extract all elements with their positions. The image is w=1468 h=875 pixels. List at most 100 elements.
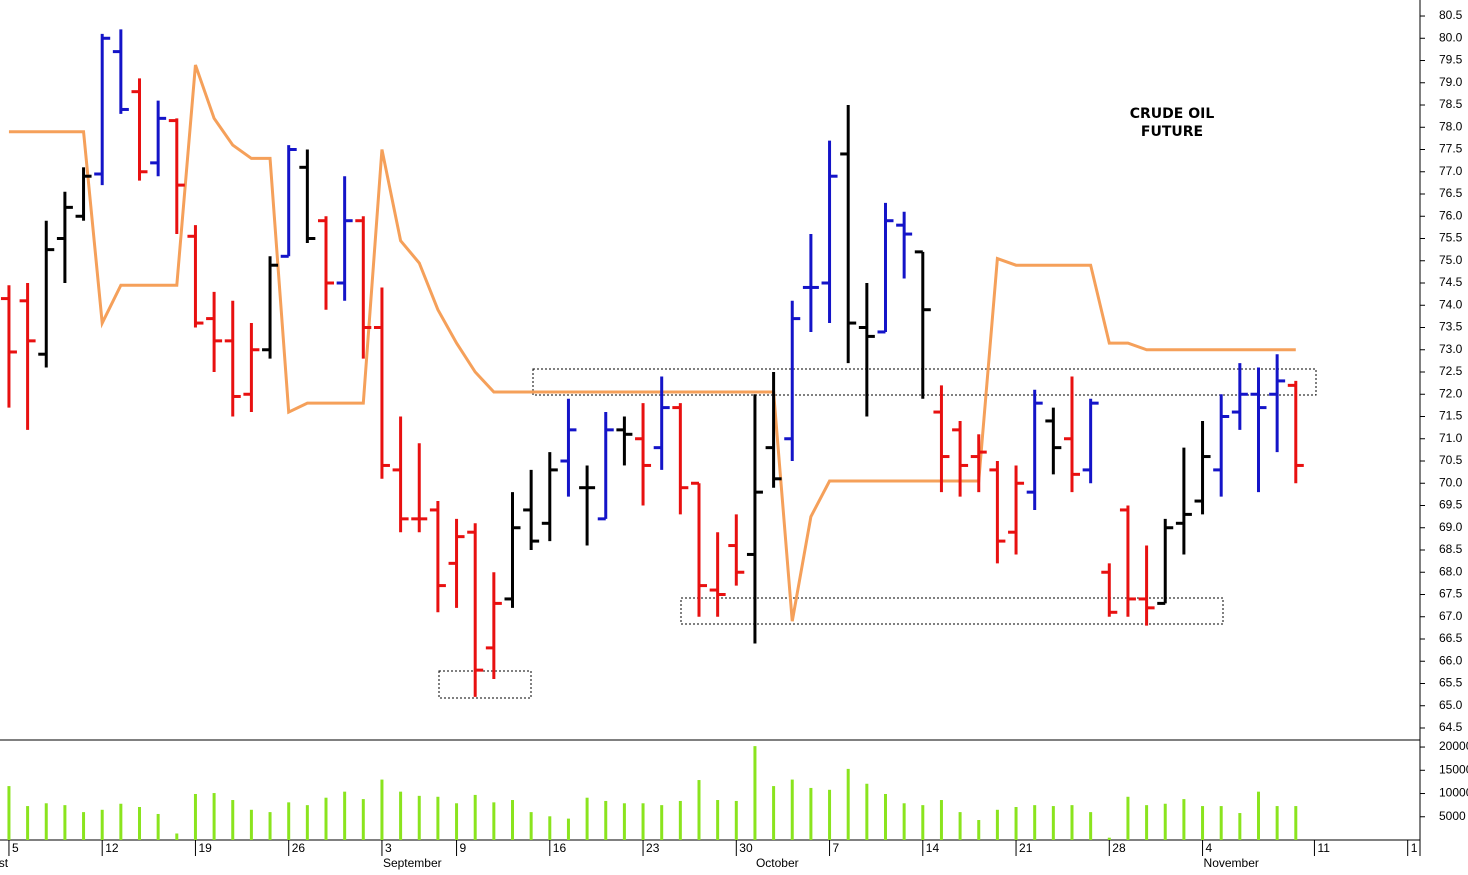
x-tick-label: 11 [1317, 841, 1330, 855]
y-tick-label: 79.0 [1439, 75, 1463, 89]
y-tick-label: 66.5 [1439, 631, 1463, 645]
low-box [438, 670, 532, 699]
volume-bar [753, 746, 757, 840]
x-tick-label: 28 [1112, 841, 1126, 855]
volume-bar [622, 803, 626, 840]
y-tick-label: 79.5 [1439, 53, 1463, 67]
y-tick-label: 65.0 [1439, 698, 1463, 712]
resistance-box [532, 368, 1317, 396]
volume-bar [641, 803, 645, 840]
volume-bar [249, 809, 253, 840]
month-label: November [1204, 856, 1259, 870]
volume-bar [1126, 796, 1130, 840]
y-tick-label: 75.0 [1439, 253, 1463, 267]
volume-bar [902, 803, 906, 840]
x-tick-label: 4 [1206, 841, 1213, 855]
volume-bar [865, 783, 869, 840]
volume-bar [436, 796, 440, 840]
x-tick-label: 19 [198, 841, 212, 855]
volume-bar [268, 812, 272, 840]
y-tick-label: 15000 [1439, 762, 1468, 776]
volume-bar [939, 800, 943, 840]
x-tick-label: 30 [739, 841, 753, 855]
volume-bar [585, 797, 589, 840]
volume-bar [1182, 799, 1186, 840]
volume-bar [1070, 805, 1074, 840]
y-tick-label: 73.0 [1439, 342, 1463, 356]
volume-bar [26, 806, 30, 840]
annotation: CRUDE OIL [1130, 106, 1215, 122]
y-tick-label: 76.0 [1439, 208, 1463, 222]
y-tick-label: 80.0 [1439, 30, 1463, 44]
volume-bar [1089, 812, 1093, 840]
indicator-line [8, 64, 1296, 622]
volume-bar [548, 816, 552, 840]
y-tick-label: 80.5 [1439, 8, 1463, 22]
volume-bar [1238, 813, 1242, 840]
volume-bar [305, 805, 309, 840]
volume-bar [1051, 806, 1055, 840]
x-tick-label: 1 [1411, 841, 1418, 855]
y-tick-label: 71.0 [1439, 431, 1463, 445]
volume-bar [604, 800, 608, 840]
volume-bar [828, 789, 832, 840]
volume-bar [1219, 806, 1223, 840]
volume-bar [455, 803, 459, 840]
volume-bar [846, 768, 850, 840]
volume-bar [44, 803, 48, 840]
y-tick-label: 70.5 [1439, 453, 1463, 467]
y-tick-label: 76.5 [1439, 186, 1463, 200]
y-tick-label: 67.5 [1439, 587, 1463, 601]
volume-bar [809, 787, 813, 840]
volume-bar [660, 805, 664, 840]
volume-bar [1256, 791, 1260, 840]
x-tick-label: 5 [12, 841, 19, 855]
month-label: October [756, 856, 799, 870]
volume-bar [1201, 806, 1205, 840]
volume-bar [883, 793, 887, 840]
volume-bar [119, 803, 123, 840]
x-tick-label: 3 [385, 841, 392, 855]
y-tick-label: 69.5 [1439, 498, 1463, 512]
volume-bar [678, 800, 682, 840]
volume-bar [790, 779, 794, 840]
x-tick-label: 9 [460, 841, 467, 855]
y-tick-label: 5000 [1439, 809, 1466, 823]
volume-bar [138, 807, 142, 840]
volume-bar [343, 791, 347, 840]
volume-bar [63, 805, 67, 840]
y-tick-label: 71.5 [1439, 409, 1463, 423]
volume-bar [1033, 805, 1037, 840]
volume-bar [697, 780, 701, 840]
y-tick-label: 75.5 [1439, 231, 1463, 245]
y-tick-label: 66.0 [1439, 653, 1463, 667]
volume-bar [1294, 806, 1298, 840]
volume-bar [380, 779, 384, 840]
volume-bar [417, 795, 421, 840]
volume-bar [1014, 807, 1018, 840]
y-tick-label: 78.5 [1439, 97, 1463, 111]
volume-bar [156, 813, 160, 840]
y-tick-label: 74.5 [1439, 275, 1463, 289]
month-label: st [0, 856, 9, 870]
month-label: September [383, 856, 442, 870]
x-tick-label: 26 [292, 841, 306, 855]
volume-bar [231, 800, 235, 840]
y-tick-label: 70.0 [1439, 475, 1463, 489]
x-tick-label: 23 [646, 841, 660, 855]
volume-bar [100, 809, 104, 840]
volume-bar [399, 791, 403, 840]
volume-bar [1275, 806, 1279, 840]
y-tick-label: 78.0 [1439, 119, 1463, 133]
volume-bar [193, 793, 197, 840]
volume-bar [7, 786, 11, 840]
x-tick-label: 12 [105, 841, 119, 855]
volume-bar [175, 833, 179, 840]
volume-bar [1107, 837, 1111, 840]
volume-bar [1163, 803, 1167, 840]
y-tick-label: 64.5 [1439, 720, 1463, 734]
volume-bar [82, 812, 86, 840]
volume-bar [566, 818, 570, 840]
